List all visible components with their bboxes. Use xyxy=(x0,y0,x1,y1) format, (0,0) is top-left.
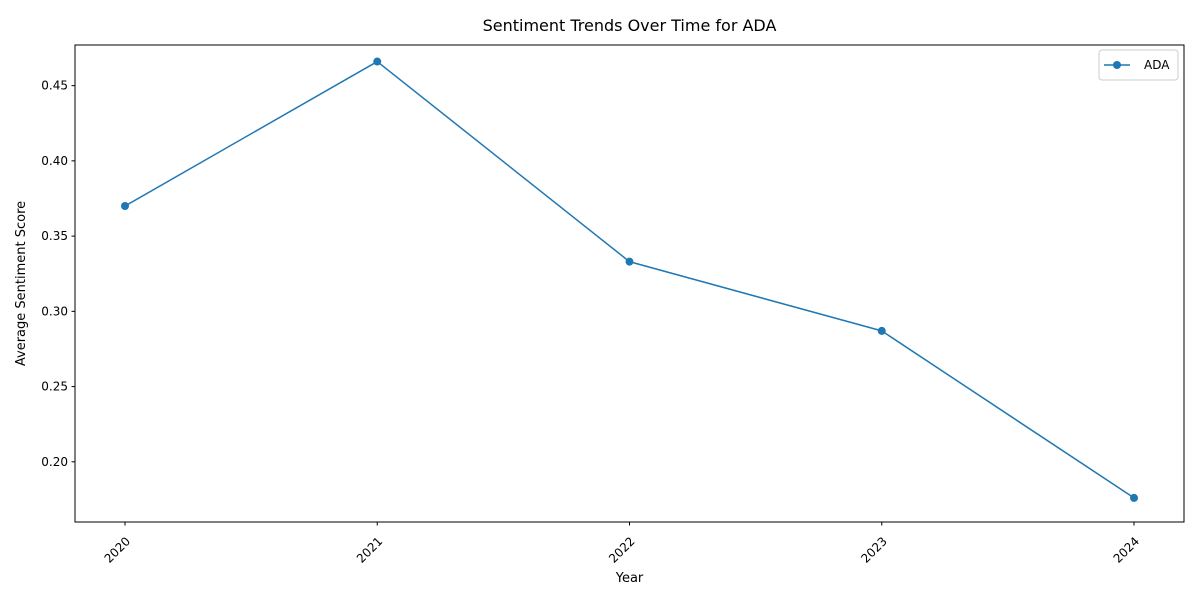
y-tick-label: 0.40 xyxy=(41,154,68,168)
plot-frame xyxy=(74,44,1185,523)
chart-title: Sentiment Trends Over Time for ADA xyxy=(483,16,777,35)
x-tick-label: 2021 xyxy=(354,534,385,565)
legend-marker-swatch xyxy=(1113,61,1121,69)
data-point xyxy=(1130,493,1138,502)
x-tick-label: 2023 xyxy=(858,534,889,565)
data-point xyxy=(121,202,129,211)
y-axis-label: Average Sentiment Score xyxy=(14,201,29,366)
legend: ADA xyxy=(1098,49,1179,81)
x-tick-label: 2020 xyxy=(102,534,133,565)
legend-box xyxy=(1098,49,1179,81)
data-point xyxy=(373,57,382,66)
data-point xyxy=(877,326,886,335)
plot-area: 0.20 0.25 0.30 0.35 0.40 0.45 2020 2021 2022 2023… xyxy=(41,57,1142,566)
x-axis-label: Year xyxy=(615,571,644,586)
x-tick-label: 2024 xyxy=(1111,534,1142,565)
series-line-ada xyxy=(124,60,1135,499)
y-tick-label: 0.20 xyxy=(41,455,68,469)
y-tick-label: 0.45 xyxy=(41,79,68,93)
y-tick-label: 0.25 xyxy=(41,380,68,394)
y-tick-label: 0.35 xyxy=(41,229,68,243)
data-point xyxy=(625,257,634,266)
y-tick-label: 0.30 xyxy=(41,304,68,318)
legend-label-ada: ADA xyxy=(1144,58,1170,72)
x-tick-label: 2022 xyxy=(606,534,637,565)
